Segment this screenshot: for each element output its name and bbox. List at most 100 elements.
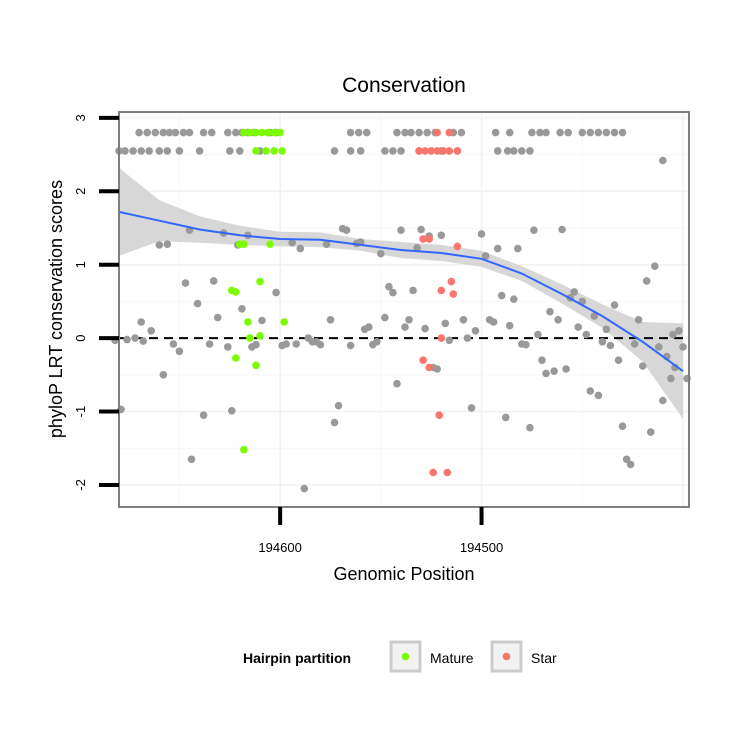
point-mature-6: [276, 128, 284, 137]
point-other-47: [163, 147, 172, 155]
point-other-50: [226, 147, 234, 155]
point-other-147: [493, 244, 502, 253]
point-other-10: [224, 128, 232, 137]
point-other-19: [362, 128, 371, 137]
point-other-46: [155, 147, 164, 155]
point-other-174: [602, 325, 611, 334]
point-other-182: [634, 316, 643, 324]
point-other-159: [542, 369, 550, 378]
point-other-193: [675, 327, 683, 335]
point-other-160: [546, 307, 554, 316]
point-other-87: [213, 313, 222, 322]
point-other-75: [155, 241, 164, 249]
y-tick-label-1: -1: [73, 406, 88, 418]
point-other-138: [445, 336, 454, 345]
point-mature-19: [246, 334, 254, 342]
point-other-121: [377, 249, 385, 258]
point-other-74: [147, 327, 155, 335]
y-tick-label-3: 1: [73, 261, 88, 268]
point-other-179: [622, 455, 631, 464]
point-mature-10: [278, 147, 286, 155]
point-mature-5: [270, 128, 278, 137]
point-other-190: [667, 374, 675, 383]
point-other-57: [389, 147, 397, 155]
point-other-103: [300, 484, 309, 493]
point-other-149: [501, 413, 510, 422]
point-star-3: [421, 147, 429, 155]
point-other-137: [441, 319, 450, 328]
point-other-86: [209, 277, 218, 285]
point-star-0: [433, 128, 442, 137]
point-other-76: [159, 371, 168, 379]
x-tick-label-0: 194600: [258, 540, 301, 555]
point-other-127: [401, 323, 409, 331]
point-star-10: [419, 235, 427, 243]
point-other-83: [193, 299, 202, 308]
point-other-187: [655, 343, 663, 351]
point-other-124: [389, 288, 397, 297]
point-other-21: [401, 128, 409, 137]
point-star-11: [453, 242, 462, 251]
point-other-170: [586, 387, 595, 395]
point-other-95: [252, 340, 260, 349]
point-star-19: [429, 468, 438, 477]
point-star-2: [415, 147, 423, 155]
point-other-140: [463, 334, 472, 342]
point-other-164: [562, 365, 570, 373]
legend: Hairpin partition Mature Star: [243, 640, 557, 673]
point-other-4: [165, 128, 174, 137]
point-other-155: [526, 423, 534, 432]
point-other-54: [346, 147, 355, 155]
point-other-53: [330, 147, 339, 155]
panel-border: [118, 111, 690, 508]
point-other-175: [606, 341, 615, 350]
point-other-82: [187, 455, 196, 464]
point-mature-17: [244, 318, 252, 326]
point-other-31: [536, 128, 544, 137]
point-other-143: [477, 230, 486, 238]
points-layer: [111, 128, 691, 493]
point-mature-16: [256, 277, 264, 286]
point-other-40: [618, 128, 627, 137]
point-other-180: [626, 460, 635, 469]
point-other-1: [143, 128, 151, 137]
point-star-6: [439, 147, 448, 155]
point-other-139: [459, 316, 468, 324]
point-other-125: [393, 379, 401, 388]
point-other-161: [550, 367, 558, 376]
point-other-22: [407, 128, 415, 137]
point-other-169: [582, 330, 591, 339]
point-other-111: [334, 401, 343, 410]
legend-swatch-mature: [401, 652, 410, 661]
point-other-66: [526, 147, 534, 155]
legend-title: Hairpin partition: [243, 650, 351, 666]
point-other-109: [326, 316, 335, 324]
point-other-72: [137, 318, 145, 326]
point-other-0: [135, 128, 143, 137]
point-other-162: [554, 316, 562, 324]
legend-label-mature: Mature: [430, 650, 474, 666]
point-other-18: [354, 128, 363, 137]
point-other-73: [139, 337, 147, 345]
point-other-92: [238, 305, 246, 313]
point-star-12: [447, 277, 456, 286]
point-other-177: [614, 356, 623, 365]
point-other-48: [175, 147, 184, 155]
point-mature-4: [264, 128, 272, 137]
point-star-7: [445, 147, 454, 155]
legend-swatch-star: [502, 652, 511, 661]
point-other-132: [421, 324, 429, 333]
point-other-11: [232, 128, 240, 137]
point-mature-13: [266, 240, 274, 248]
point-other-42: [121, 147, 129, 155]
point-other-151: [510, 295, 518, 304]
point-other-67: [659, 156, 667, 165]
y-axis-title: phyloP LRT conservation scores: [46, 180, 66, 438]
point-other-113: [342, 226, 351, 234]
x-axis-title: Genomic Position: [333, 564, 474, 584]
point-other-184: [642, 277, 651, 285]
point-other-78: [169, 340, 178, 348]
point-other-118: [365, 323, 373, 331]
point-other-71: [131, 334, 139, 342]
point-star-14: [449, 290, 458, 298]
